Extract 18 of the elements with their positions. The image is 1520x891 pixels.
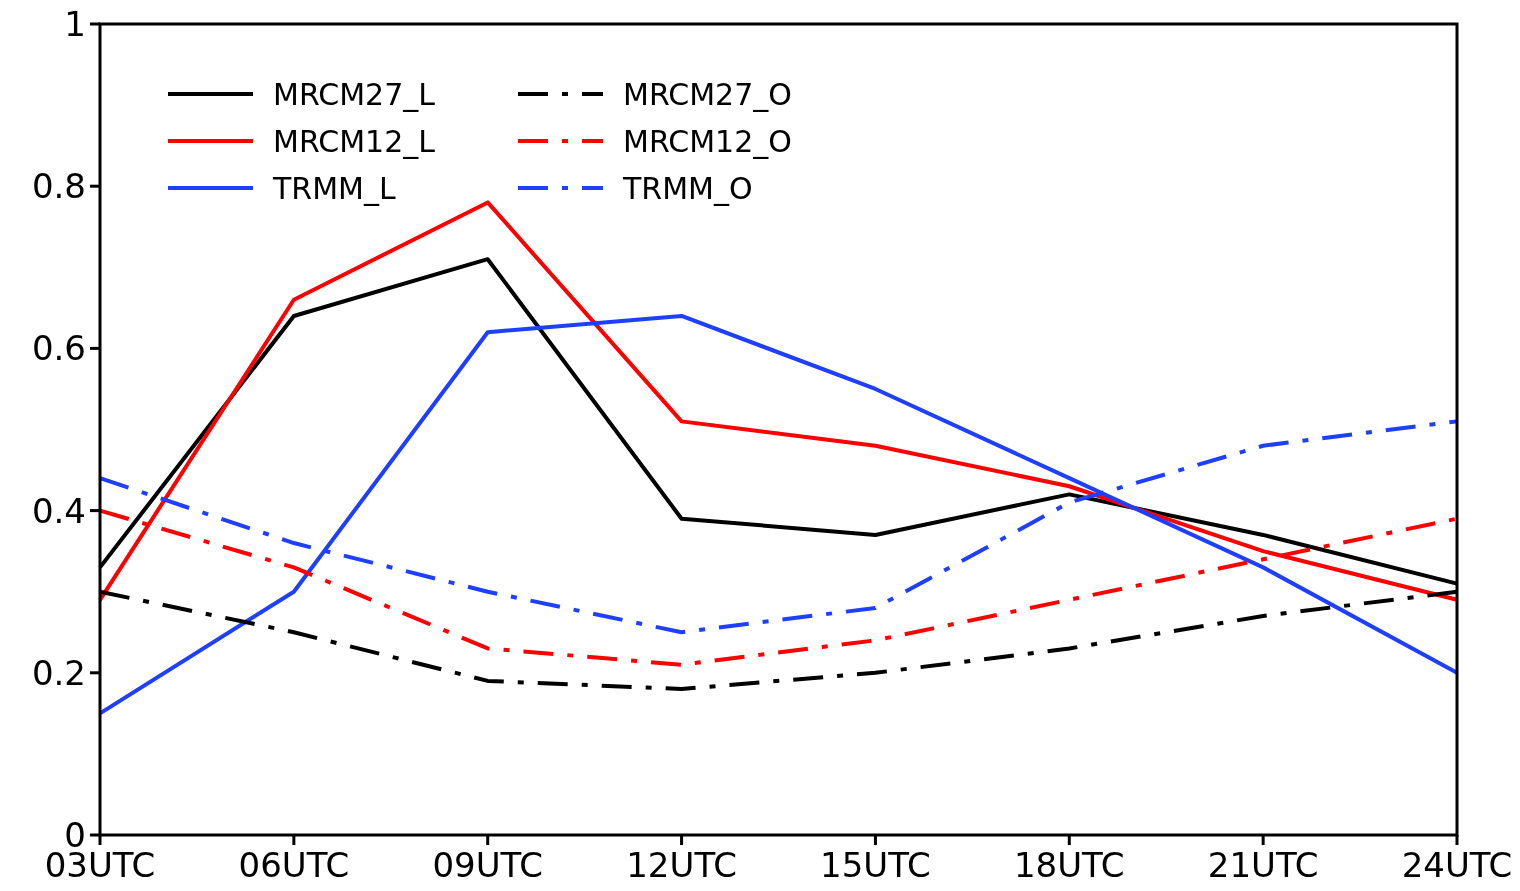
legend-label: TRMM_O (622, 170, 753, 206)
legend-label: MRCM27_L (273, 76, 436, 112)
x-tick-label: 21UTC (1207, 845, 1319, 885)
y-tick-label: 0.2 (31, 652, 86, 693)
x-tick-label: 06UTC (238, 845, 350, 885)
x-tick-label: 09UTC (432, 845, 544, 885)
legend-label: MRCM12_L (273, 123, 436, 159)
legend-label: MRCM27_O (623, 76, 792, 112)
x-tick-label: 12UTC (626, 845, 737, 885)
y-tick-label: 0.8 (31, 166, 86, 207)
x-tick-label: 15UTC (820, 845, 931, 885)
y-tick-label: 1 (64, 3, 86, 44)
x-tick-label: 24UTC (1401, 845, 1513, 885)
legend-label: TRMM_L (272, 170, 396, 206)
x-tick-label: 18UTC (1013, 845, 1125, 885)
y-tick-label: 0.6 (31, 328, 86, 369)
y-tick-label: 0.4 (31, 490, 86, 531)
legend-label: MRCM12_O (623, 123, 792, 159)
